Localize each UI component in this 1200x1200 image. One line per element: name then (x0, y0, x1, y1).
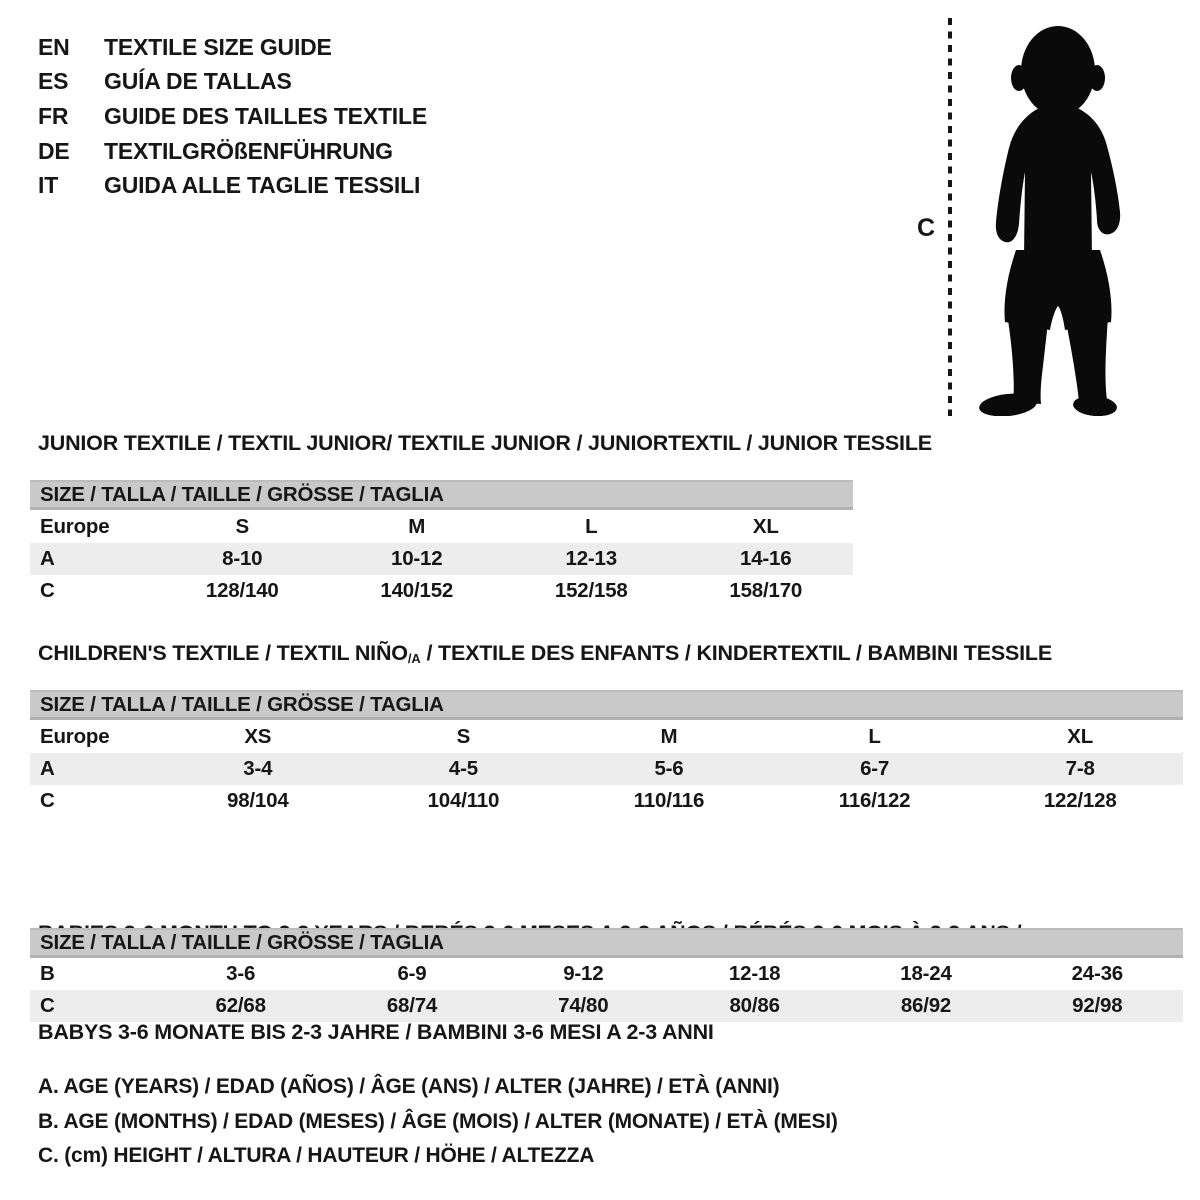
heading-text: CHILDREN'S TEXTILE / TEXTIL NIÑO (38, 641, 408, 665)
row-label: A (40, 757, 55, 780)
size-cell: L (868, 724, 881, 748)
size-cell: XL (1067, 724, 1094, 748)
size-cell: XS (244, 724, 272, 748)
table-row-region: Europe S M L XL (30, 510, 853, 543)
height-dashed-line (948, 18, 952, 416)
months-cell: 24-36 (1071, 962, 1124, 985)
language-row-es: ES GUÍA DE TALLAS (38, 65, 427, 100)
table-row-height: C 128/140 140/152 152/158 158/170 (30, 575, 853, 607)
age-cell: 14-16 (740, 547, 792, 570)
age-cell: 6-7 (860, 757, 890, 780)
height-cell: 110/116 (633, 789, 705, 812)
height-cell: 62/68 (215, 994, 267, 1017)
height-cell: 158/170 (729, 579, 803, 602)
language-row-it: IT GUIDA ALLE TAGLIE TESSILI (38, 168, 427, 203)
table-row-age: A 8-10 10-12 12-13 14-16 (30, 543, 853, 575)
language-code: EN (38, 33, 70, 60)
height-cell: 104/110 (427, 789, 500, 812)
language-code: DE (38, 137, 70, 164)
size-cell: M (408, 514, 426, 538)
table-row-months: B 3-6 6-9 9-12 12-18 18-24 24-36 (30, 958, 1183, 990)
language-code: FR (38, 102, 69, 129)
age-cell: 3-4 (243, 757, 273, 780)
size-header-bar: SIZE / TALLA / TAILLE / GRÖSSE / TAGLIA (30, 928, 1183, 958)
junior-table: SIZE / TALLA / TAILLE / GRÖSSE / TAGLIA … (30, 480, 853, 607)
height-measure-label: C (917, 214, 935, 242)
age-cell: 12-13 (565, 547, 618, 570)
baby-silhouette-icon (979, 26, 1121, 416)
junior-table-heading: JUNIOR TEXTILE / TEXTIL JUNIOR/ TEXTILE … (38, 431, 932, 455)
height-cell: 68/74 (386, 994, 438, 1017)
language-title: GUIDA ALLE TAGLIE TESSILI (104, 172, 421, 199)
months-cell: 18-24 (900, 962, 952, 985)
height-cell: 74/80 (558, 994, 609, 1017)
table-row-age: A 3-4 4-5 5-6 6-7 7-8 (30, 753, 1183, 785)
language-title: TEXTILE SIZE GUIDE (104, 33, 332, 60)
footnote-age-months: B. AGE (MONTHS) / EDAD (MESES) / ÂGE (MO… (38, 1109, 838, 1133)
babies-table: SIZE / TALLA / TAILLE / GRÖSSE / TAGLIA … (30, 928, 1183, 1022)
heading-text: / TEXTILE DES ENFANTS / KINDERTEXTIL / B… (420, 641, 1052, 665)
age-cell: 5-6 (654, 757, 684, 780)
footnote-height-cm: C. (cm) HEIGHT / ALTURA / HAUTEUR / HÖHE… (38, 1144, 595, 1168)
height-cell: 92/98 (1072, 994, 1123, 1017)
height-cell: 152/158 (554, 579, 628, 602)
height-cell: 128/140 (205, 579, 279, 602)
row-label: B (40, 962, 55, 985)
language-row-de: DE TEXTILGRÖßENFÜHRUNG (38, 134, 427, 169)
size-cell: XL (752, 514, 779, 538)
size-header-bar: SIZE / TALLA / TAILLE / GRÖSSE / TAGLIA (30, 480, 853, 510)
language-title: TEXTILGRÖßENFÜHRUNG (104, 137, 393, 164)
height-cell: 122/128 (1043, 789, 1117, 812)
age-cell: 8-10 (222, 547, 263, 570)
language-code: ES (38, 68, 69, 95)
footnote-age-years: A. AGE (YEARS) / EDAD (AÑOS) / ÂGE (ANS)… (38, 1075, 780, 1098)
height-cell: 86/92 (900, 994, 952, 1017)
size-cell: S (456, 724, 471, 748)
row-label: C (40, 789, 55, 812)
age-cell: 7-8 (1065, 757, 1095, 780)
row-label: Europe (40, 514, 110, 538)
row-label: C (40, 994, 55, 1017)
size-header-bar: SIZE / TALLA / TAILLE / GRÖSSE / TAGLIA (30, 690, 1183, 720)
height-cell: 80/86 (729, 994, 780, 1017)
language-code: IT (38, 172, 59, 199)
size-cell: M (660, 724, 678, 748)
children-table-heading: CHILDREN'S TEXTILE / TEXTIL NIÑO/A / TEX… (38, 641, 1052, 666)
age-cell: 4-5 (448, 757, 478, 780)
heading-subscript: /A (407, 650, 421, 666)
table-row-height: C 62/68 68/74 74/80 80/86 86/92 92/98 (30, 990, 1183, 1022)
babies-heading-line2: BABYS 3-6 MONATE BIS 2-3 JAHRE / BAMBINI… (38, 1020, 714, 1044)
table-row-region: Europe XS S M L XL (30, 720, 1183, 753)
language-list: EN TEXTILE SIZE GUIDE ES GUÍA DE TALLAS … (38, 30, 427, 203)
height-cell: 116/122 (838, 789, 911, 812)
age-cell: 10-12 (391, 547, 443, 570)
months-cell: 6-9 (397, 962, 427, 985)
size-cell: L (585, 514, 598, 538)
size-cell: S (235, 514, 250, 538)
height-cell: 98/104 (227, 789, 289, 812)
children-table: SIZE / TALLA / TAILLE / GRÖSSE / TAGLIA … (30, 690, 1183, 817)
months-cell: 3-6 (226, 962, 256, 985)
table-row-height: C 98/104 104/110 110/116 116/122 122/128 (30, 785, 1183, 817)
months-cell: 12-18 (728, 962, 781, 985)
language-title: GUIDE DES TAILLES TEXTILE (104, 102, 427, 129)
language-row-fr: FR GUIDE DES TAILLES TEXTILE (38, 99, 427, 134)
row-label: C (40, 579, 55, 602)
row-label: Europe (40, 724, 110, 748)
language-title: GUÍA DE TALLAS (104, 68, 292, 95)
months-cell: 9-12 (563, 962, 604, 985)
footnotes: A. AGE (YEARS) / EDAD (AÑOS) / ÂGE (ANS)… (38, 1070, 838, 1174)
row-label: A (40, 547, 55, 570)
language-row-en: EN TEXTILE SIZE GUIDE (38, 30, 427, 65)
height-cell: 140/152 (380, 579, 454, 602)
